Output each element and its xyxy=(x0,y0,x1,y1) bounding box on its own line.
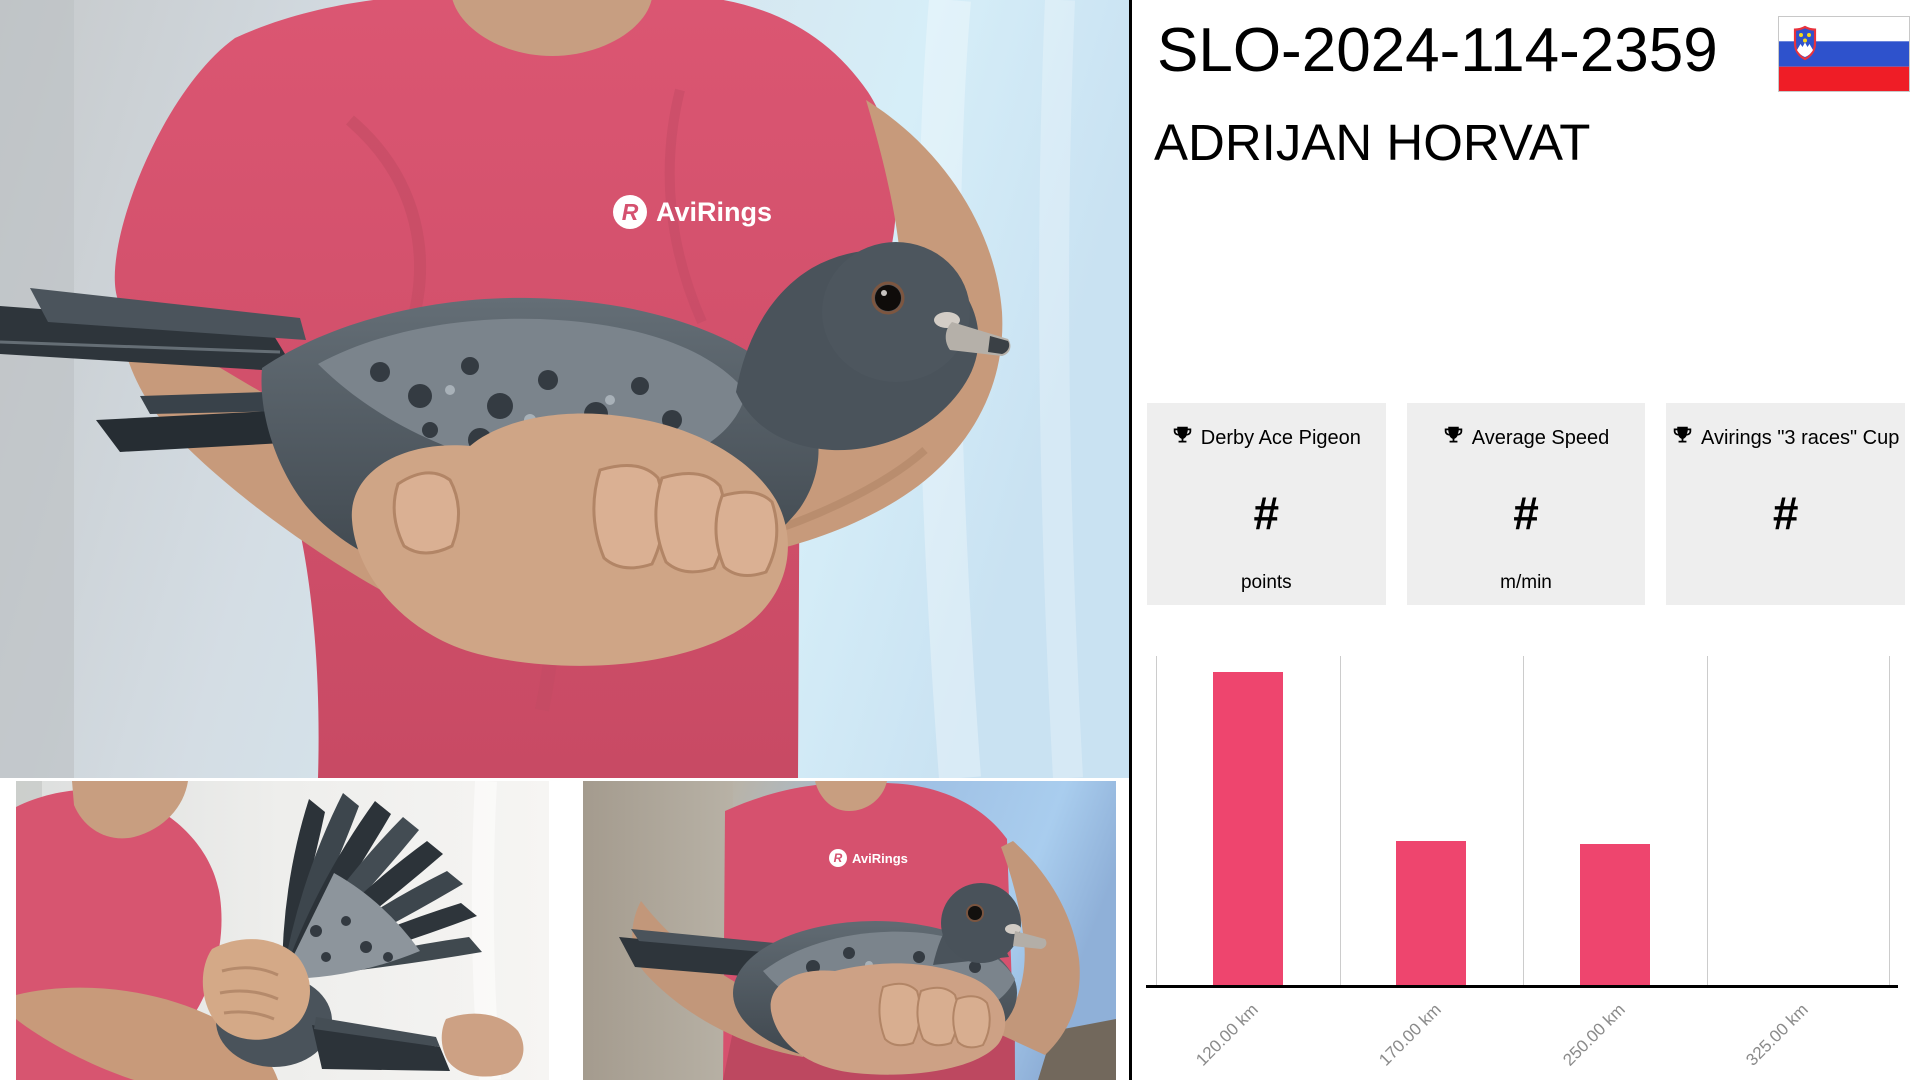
award-value: # xyxy=(1513,487,1539,539)
fancier-neck xyxy=(815,781,887,811)
chart-bar xyxy=(1213,672,1283,986)
pigeon-head xyxy=(736,242,1011,451)
chart-gridline xyxy=(1707,656,1708,986)
avirings-logo-text: AviRings xyxy=(852,851,908,866)
award-label: Derby Ace Pigeon xyxy=(1200,427,1361,449)
wing-spread-photo xyxy=(16,781,549,1080)
x-axis-line xyxy=(1146,985,1898,988)
chart-gridline xyxy=(1340,656,1341,986)
fancier-hands xyxy=(770,963,1006,1075)
trophy-icon xyxy=(1672,425,1693,452)
award-label: Avirings "3 races" Cup xyxy=(1701,427,1900,449)
chart-gridline xyxy=(1889,656,1890,986)
fancier-forearm xyxy=(16,987,278,1080)
pigeon-tail xyxy=(312,1025,450,1071)
trophy-icon xyxy=(1172,425,1193,452)
award-unit: m/min xyxy=(1500,572,1552,593)
holding-pigeon-photo: R AviRings xyxy=(583,781,1116,1080)
x-tick-label: 325.00 km xyxy=(1741,1000,1812,1070)
avirings-logo-circle-icon xyxy=(829,849,847,867)
chart-gridline xyxy=(1156,656,1157,986)
chart-bar xyxy=(1580,844,1650,986)
fancier-hand xyxy=(202,939,310,1040)
vertical-divider xyxy=(1129,0,1132,1080)
avirings-logo-monogram: R xyxy=(834,851,843,865)
award-card-average-speed: Average Speed # m/min xyxy=(1406,403,1646,605)
x-tick-label: 250.00 km xyxy=(1558,1000,1629,1070)
owner-name: ADRIJAN HORVAT xyxy=(1154,114,1591,171)
main-pigeon-photo: R AviRings xyxy=(0,0,1129,778)
award-card-3-races-cup: Avirings "3 races" Cup # xyxy=(1666,403,1906,605)
slovenia-flag-icon xyxy=(1778,16,1910,92)
spread-wing-feathers xyxy=(282,793,482,979)
avirings-logo-monogram: R xyxy=(622,199,639,225)
award-card-derby-ace: Derby Ace Pigeon # points xyxy=(1147,403,1386,605)
x-tick-label: 170.00 km xyxy=(1374,1000,1445,1070)
award-value: # xyxy=(1772,487,1799,539)
pigeon-head xyxy=(933,883,1047,965)
fancier-chin xyxy=(72,781,188,839)
chart-gridline xyxy=(1523,656,1524,986)
award-unit xyxy=(1666,572,1905,594)
chart-bar xyxy=(1396,841,1466,986)
pigeon-beak xyxy=(1013,931,1047,949)
fancier-fingers xyxy=(441,1013,524,1077)
avirings-logo-text: AviRings xyxy=(656,197,772,227)
race-distance-bar-chart: 120.00 km 170.00 km 250.00 km 325.00 km xyxy=(1146,656,1898,1070)
award-unit: points xyxy=(1240,572,1292,593)
award-cards-row: Derby Ace Pigeon # points Average Speed … xyxy=(1147,403,1906,605)
award-label: Average Speed xyxy=(1471,427,1610,449)
pigeon-eye xyxy=(875,285,901,311)
trophy-icon xyxy=(1443,425,1464,452)
award-value: # xyxy=(1253,487,1280,539)
avirings-shirt-logo: R AviRings xyxy=(829,849,908,867)
avirings-logo-circle-icon xyxy=(613,195,647,229)
pigeon-eye xyxy=(968,906,982,920)
page-title-ring-number: SLO-2024-114-2359 xyxy=(1157,16,1718,85)
fancier-neck xyxy=(452,0,652,56)
fancier-hands xyxy=(351,413,788,666)
x-tick-label: 120.00 km xyxy=(1191,1000,1262,1070)
avirings-shirt-logo: R AviRings xyxy=(613,195,772,229)
pigeon-tail-feathers xyxy=(0,288,338,452)
